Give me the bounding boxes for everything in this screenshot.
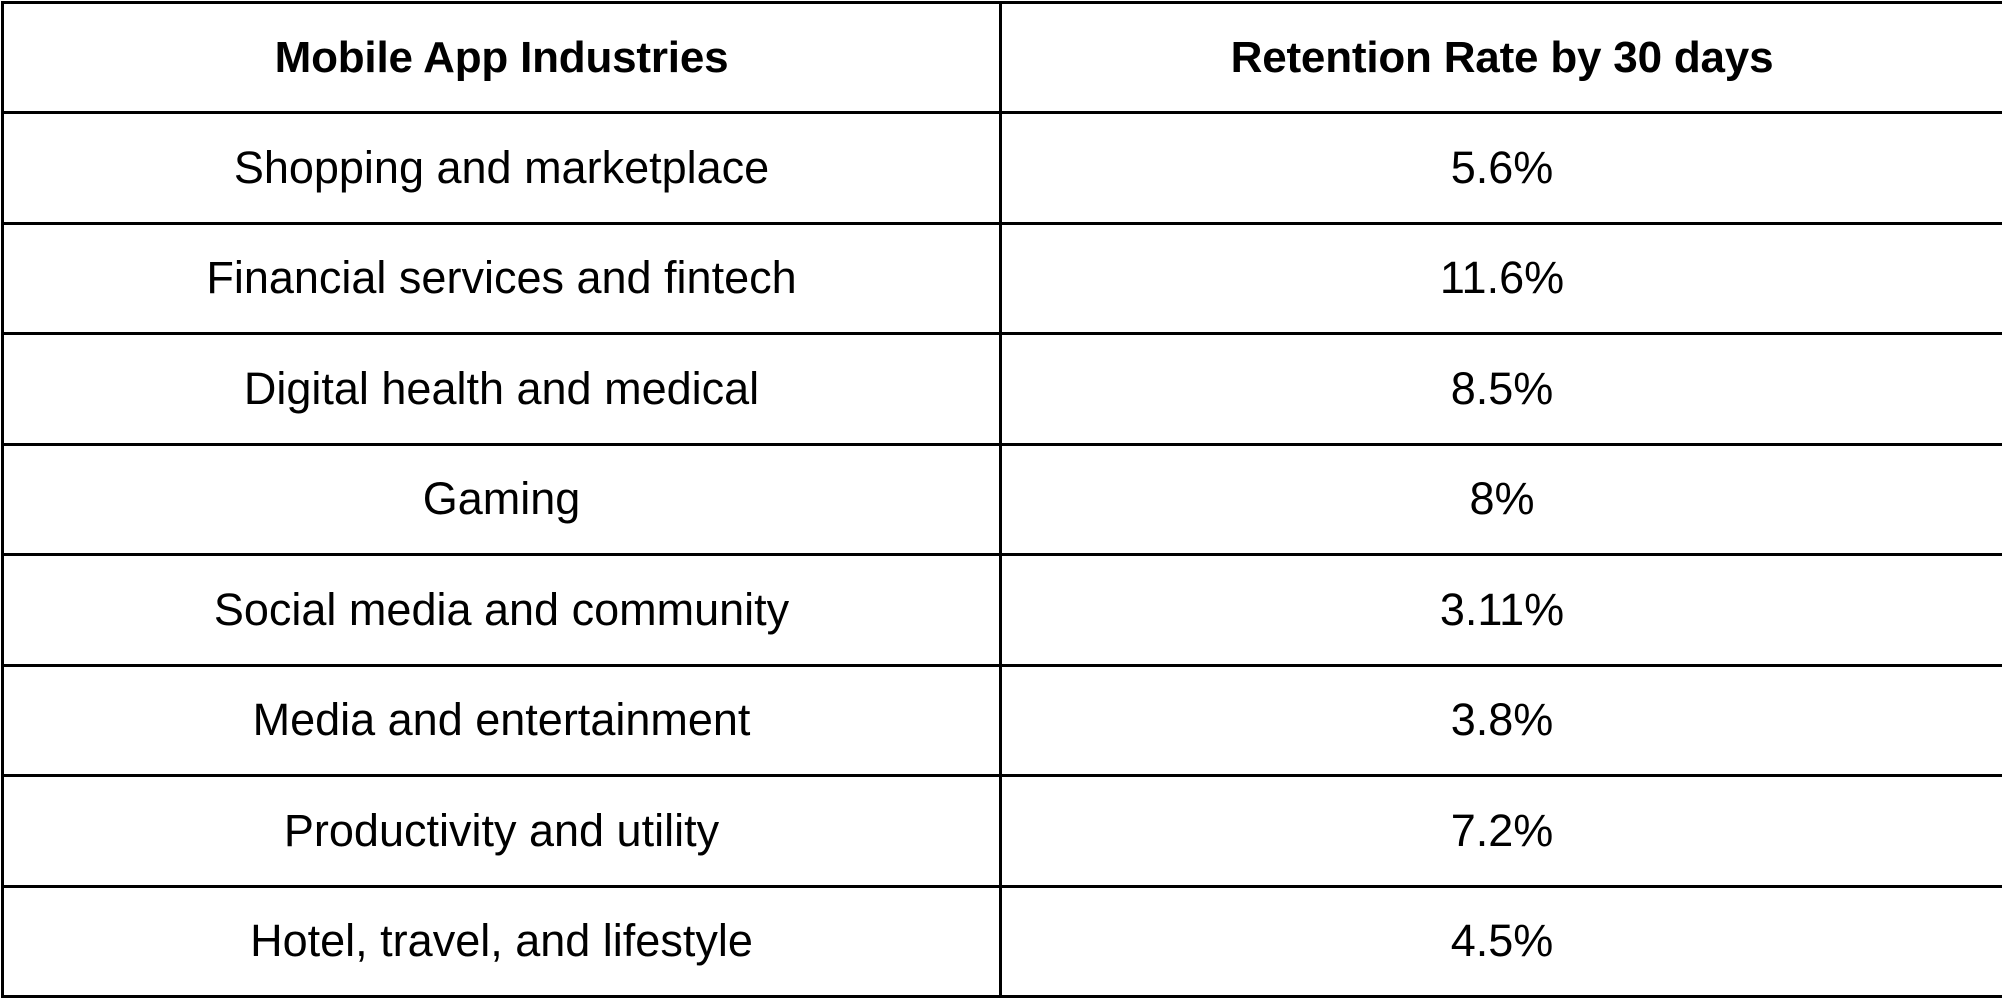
industry-cell: Productivity and utility bbox=[1, 774, 1002, 888]
retention-cell: 8% bbox=[999, 442, 2002, 556]
industry-cell: Hotel, travel, and lifestyle bbox=[1, 884, 1002, 998]
table-row: Gaming 8% bbox=[1, 442, 2002, 556]
table-header-row: Mobile App Industries Retention Rate by … bbox=[1, 1, 2002, 114]
industry-cell: Media and entertainment bbox=[1, 663, 1002, 777]
retention-cell: 11.6% bbox=[999, 221, 2002, 335]
retention-cell: 7.2% bbox=[999, 774, 2002, 888]
table-row: Digital health and medical 8.5% bbox=[1, 332, 2002, 446]
table-row: Social media and community 3.11% bbox=[1, 553, 2002, 667]
retention-cell: 3.8% bbox=[999, 663, 2002, 777]
table-row: Financial services and fintech 11.6% bbox=[1, 221, 2002, 335]
table-row: Productivity and utility 7.2% bbox=[1, 774, 2002, 888]
industry-cell: Digital health and medical bbox=[1, 332, 1002, 446]
table-row: Media and entertainment 3.8% bbox=[1, 663, 2002, 777]
header-retention-rate: Retention Rate by 30 days bbox=[999, 1, 2002, 114]
industry-cell: Social media and community bbox=[1, 553, 1002, 667]
retention-cell: 4.5% bbox=[999, 884, 2002, 998]
retention-cell: 5.6% bbox=[999, 111, 2002, 225]
industry-cell: Financial services and fintech bbox=[1, 221, 1002, 335]
retention-cell: 3.11% bbox=[999, 553, 2002, 667]
header-industries: Mobile App Industries bbox=[1, 1, 1002, 114]
retention-cell: 8.5% bbox=[999, 332, 2002, 446]
table-row: Shopping and marketplace 5.6% bbox=[1, 111, 2002, 225]
industry-cell: Shopping and marketplace bbox=[1, 111, 1002, 225]
table-row: Hotel, travel, and lifestyle 4.5% bbox=[1, 884, 2002, 998]
industry-cell: Gaming bbox=[1, 442, 1002, 556]
